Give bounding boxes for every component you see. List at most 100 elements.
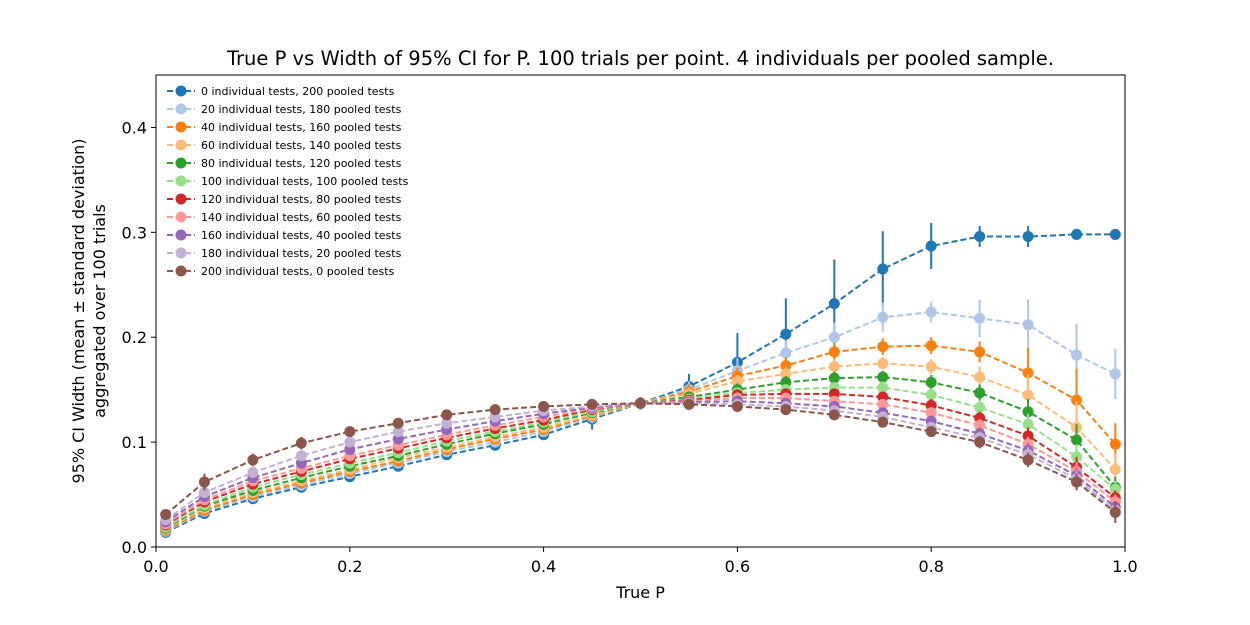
data-point xyxy=(828,298,840,310)
legend-marker xyxy=(175,103,187,115)
data-point xyxy=(974,346,986,358)
series-line xyxy=(165,386,1116,528)
data-point xyxy=(974,436,986,448)
legend-item: 160 individual tests, 40 pooled tests xyxy=(167,229,402,242)
chart-title: True P vs Width of 95% CI for P. 100 tri… xyxy=(226,47,1054,70)
data-point xyxy=(925,240,937,252)
legend: 0 individual tests, 200 pooled tests 20 i… xyxy=(167,85,409,278)
data-point xyxy=(441,417,453,429)
data-point xyxy=(1109,368,1121,380)
data-point xyxy=(1022,319,1034,331)
data-point xyxy=(441,409,453,421)
series-line xyxy=(165,397,1116,525)
legend-item: 180 individual tests, 20 pooled tests xyxy=(167,247,402,260)
legend-item: 60 individual tests, 140 pooled tests xyxy=(167,139,402,152)
legend-label: 100 individual tests, 100 pooled tests xyxy=(201,175,409,188)
legend-marker xyxy=(175,247,187,259)
data-point xyxy=(974,401,986,413)
legend-item: 0 individual tests, 200 pooled tests xyxy=(167,85,395,98)
data-point xyxy=(925,306,937,318)
data-point xyxy=(1071,476,1083,488)
x-tick-label: 0.2 xyxy=(337,557,362,576)
data-point xyxy=(160,508,172,520)
data-point xyxy=(780,347,792,359)
data-point xyxy=(295,437,307,449)
legend-item: 80 individual tests, 120 pooled tests xyxy=(167,157,402,170)
data-point xyxy=(1022,389,1034,401)
legend-marker xyxy=(175,193,187,205)
series-line xyxy=(165,344,1117,532)
data-point xyxy=(780,360,792,372)
x-tick-label: 0.6 xyxy=(725,557,750,576)
data-point xyxy=(1109,463,1121,475)
legend-marker xyxy=(175,175,187,187)
y-tick-label: 0.1 xyxy=(122,433,147,452)
y-axis-label: 95% CI Width (mean ± standard deviation) xyxy=(69,138,88,483)
y-tick-label: 0.0 xyxy=(122,538,147,557)
legend-item: 140 individual tests, 60 pooled tests xyxy=(167,211,402,224)
legend-marker xyxy=(175,121,187,133)
data-point xyxy=(925,389,937,401)
data-point xyxy=(925,407,937,419)
data-point xyxy=(780,404,792,416)
series-10 xyxy=(160,397,1121,523)
legend-label: 60 individual tests, 140 pooled tests xyxy=(201,139,402,152)
x-axis: 0.0 0.2 0.4 0.6 0.8 1.0 xyxy=(143,547,1138,576)
data-point xyxy=(247,454,259,466)
data-point xyxy=(683,398,695,410)
data-point xyxy=(635,397,646,409)
x-tick-label: 0.8 xyxy=(918,557,943,576)
data-point xyxy=(925,426,937,438)
data-point xyxy=(1071,228,1083,240)
series-line xyxy=(165,362,1117,531)
legend-label: 180 individual tests, 20 pooled tests xyxy=(201,247,402,260)
series-line xyxy=(165,376,1117,529)
legend-label: 80 individual tests, 120 pooled tests xyxy=(201,157,402,170)
data-point xyxy=(1109,483,1121,495)
data-point xyxy=(828,372,840,384)
data-point xyxy=(538,400,550,412)
data-point xyxy=(828,361,840,373)
legend-marker xyxy=(175,139,187,151)
data-point xyxy=(392,426,404,438)
data-point xyxy=(974,231,986,243)
data-point xyxy=(1022,367,1034,379)
data-point xyxy=(586,398,598,410)
data-point xyxy=(877,263,889,275)
data-point xyxy=(198,486,210,498)
data-point xyxy=(828,409,840,421)
legend-marker xyxy=(175,229,187,241)
data-point xyxy=(1022,454,1034,466)
legend-label: 0 individual tests, 200 pooled tests xyxy=(201,85,395,98)
data-point xyxy=(877,341,889,353)
legend-item: 120 individual tests, 80 pooled tests xyxy=(167,193,402,206)
data-point xyxy=(731,375,743,387)
x-tick-label: 0.0 xyxy=(143,557,168,576)
data-point xyxy=(974,312,986,324)
legend-marker xyxy=(175,211,187,223)
data-point xyxy=(1071,394,1083,406)
data-point xyxy=(877,398,889,410)
data-point xyxy=(489,404,501,416)
data-point xyxy=(1022,406,1034,418)
legend-label: 20 individual tests, 180 pooled tests xyxy=(201,103,402,116)
data-point xyxy=(877,371,889,383)
y-axis: 0.0 0.1 0.2 0.3 0.4 xyxy=(122,118,156,557)
data-point xyxy=(877,416,889,428)
data-point xyxy=(198,476,210,488)
data-point xyxy=(1022,231,1034,243)
data-point xyxy=(1071,434,1083,446)
data-point xyxy=(1109,228,1121,240)
legend-item: 100 individual tests, 100 pooled tests xyxy=(167,175,409,188)
data-point xyxy=(877,382,889,394)
data-point xyxy=(1022,418,1034,430)
x-tick-label: 0.4 xyxy=(531,557,556,576)
data-point xyxy=(974,371,986,383)
series-line xyxy=(165,311,1116,533)
legend-label: 40 individual tests, 160 pooled tests xyxy=(201,121,402,134)
data-point xyxy=(1071,349,1083,361)
y-axis-label-line2: aggregated over 100 trials xyxy=(90,204,109,418)
legend-item: 40 individual tests, 160 pooled tests xyxy=(167,121,402,134)
legend-marker xyxy=(175,265,187,277)
